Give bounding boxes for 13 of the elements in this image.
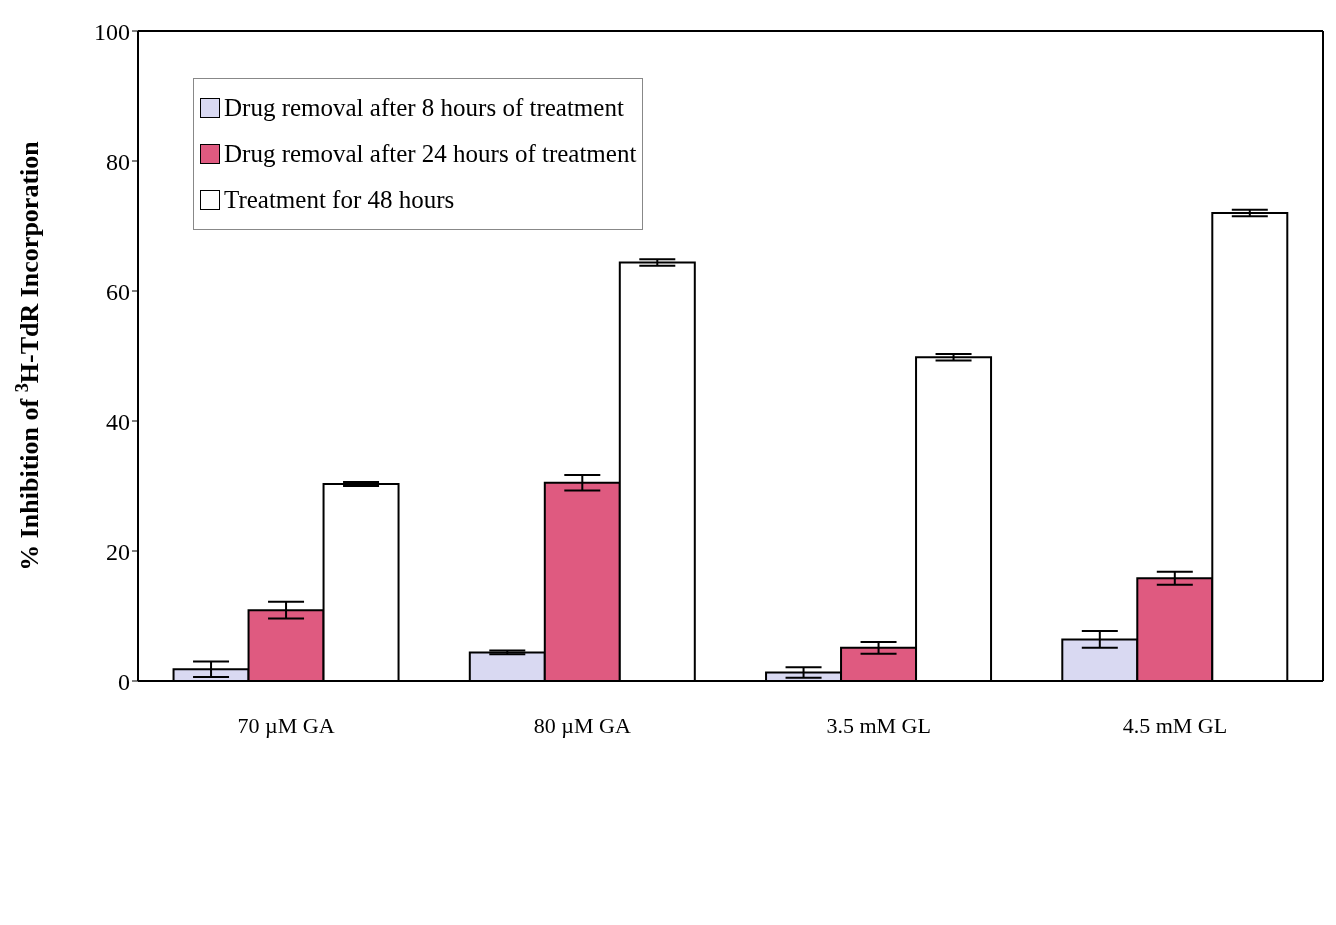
- y-tick-label: 100: [94, 18, 130, 45]
- y-tick-label: 40: [106, 408, 130, 435]
- legend-label: Drug removal after 24 hours of treatment: [224, 139, 637, 169]
- legend-label: Drug removal after 8 hours of treatment: [224, 93, 624, 123]
- x-tick-label: 70 µM GA: [237, 712, 335, 738]
- x-tick-label: 4.5 mM GL: [1122, 712, 1228, 738]
- y-tick-label: 20: [106, 538, 130, 565]
- legend-label: Treatment for 48 hours: [224, 185, 455, 215]
- y-tick-label: 80: [106, 148, 130, 175]
- x-tick-label: 3.5 mM GL: [826, 712, 931, 738]
- y-tick-label: 60: [106, 278, 130, 305]
- y-tick-label: 0: [118, 668, 130, 695]
- x-tick-label: 80 µM GA: [533, 712, 631, 738]
